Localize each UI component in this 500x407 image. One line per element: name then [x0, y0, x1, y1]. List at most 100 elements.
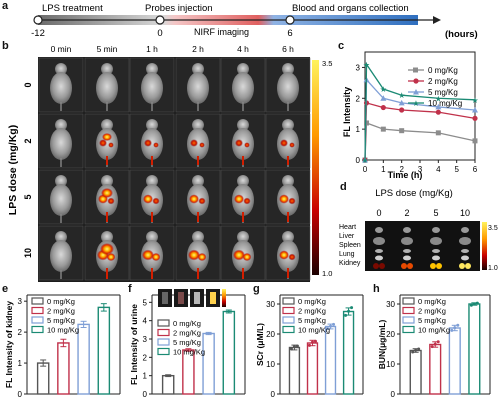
chart-c-point: ★: [398, 91, 405, 100]
chart-c-xtick-label: 4: [436, 165, 441, 174]
bar-data-point: [326, 327, 330, 331]
chart-c-xtick-label: 0: [363, 165, 368, 174]
imaging-panel: 0 min 5 min 1 h 2 h 4 h 6 h 0 2 5 10 LPS…: [7, 44, 332, 282]
bar-data-point: [469, 303, 473, 307]
bar-legend-label: 10 mg/Kg: [173, 348, 205, 357]
kidney-signal: [190, 139, 198, 147]
bar-chart-ytick-label: 1: [18, 359, 23, 368]
organ-spleen: [432, 249, 440, 253]
bar-legend-swatch: [402, 297, 415, 305]
organ-lung: [375, 255, 383, 261]
organs-cbar-max: 3.5: [488, 225, 498, 232]
mouse-head: [146, 119, 158, 131]
organ-name: Spleen: [339, 242, 361, 249]
panel-label-b: b: [2, 40, 9, 52]
timeline-segment-probes: Probes injection: [145, 3, 213, 14]
mouse-body: [50, 240, 72, 272]
imaging-col-label: 6 h: [282, 44, 294, 54]
bar: [202, 332, 215, 395]
organ-lung: [403, 255, 411, 261]
timeline-tick: 0: [157, 28, 162, 39]
kidney-signal: [144, 139, 152, 147]
mouse-head: [101, 63, 113, 75]
chart-c-point: [380, 126, 386, 132]
organ-lung: [432, 255, 440, 261]
bar-chart-ytick-label: 20: [386, 330, 395, 339]
bar-data-point: [433, 342, 437, 346]
bar: [36, 362, 50, 395]
timeline-segment-collection: Blood and organs collection: [292, 3, 409, 14]
mouse-head: [146, 175, 158, 187]
chart-c-point: ★: [380, 85, 387, 94]
kidney-signal: [243, 197, 251, 205]
kidney-signal: [143, 194, 153, 204]
bar: [342, 310, 355, 395]
chart-c-point: [399, 128, 405, 134]
bar-legend-label: 5 mg/Kg: [173, 338, 201, 347]
legend-circle-marker: [413, 78, 419, 84]
kidney-signal: [198, 197, 206, 205]
bar-chart-ytick-label: 0: [143, 390, 148, 399]
mouse-tail: [197, 102, 199, 111]
bar-chart-ylabel: FL Intensity of kidney: [4, 301, 14, 388]
bar-legend-swatch: [402, 325, 415, 334]
organs-colorbar: [482, 222, 487, 270]
bar: [448, 327, 461, 395]
organ-name: Lung: [339, 251, 355, 258]
chart-c-point: [472, 138, 478, 144]
mouse-body: [277, 72, 299, 104]
bar-legend-label: 5 mg/Kg: [47, 316, 75, 325]
legend-star-marker: ★: [412, 99, 419, 108]
organ-kidney: [465, 263, 471, 269]
chart-c-legend: 0 mg/Kg 2 mg/Kg 5 mg/Kg ★ 10 mg/Kg: [408, 66, 462, 108]
organs-col-label: 10: [460, 208, 470, 218]
kidney-signal: [189, 194, 199, 204]
bar: [97, 306, 111, 395]
mouse-body: [187, 128, 209, 160]
organs-cbar-min: 1.0: [488, 265, 498, 272]
mouse-head: [146, 63, 158, 75]
bar-chart-ylabel: SCr (μM/L): [255, 323, 265, 366]
bar: [77, 323, 90, 395]
organs-col-label: 5: [433, 208, 438, 218]
bar-data-point: [472, 302, 476, 306]
bar-legend-swatch: [157, 328, 170, 337]
mouse-body: [50, 184, 72, 216]
mouse-head: [55, 175, 67, 187]
chart-c-point: ★: [363, 60, 370, 69]
bar-chart-ytick-label: 4: [143, 317, 148, 326]
bar: [429, 343, 442, 395]
organ-heart: [375, 227, 383, 233]
bladder-signal: [106, 212, 108, 222]
kidney-signal: [153, 142, 159, 148]
mouse-body: [187, 72, 209, 104]
chart-c-xtick-label: 1: [381, 165, 386, 174]
bar-chart-ytick-label: 30: [266, 300, 275, 309]
kidney-signal: [279, 250, 289, 260]
organ-kidney: [430, 263, 436, 269]
organ-spleen: [375, 249, 383, 253]
timeline-marker: [33, 15, 43, 25]
bar-data-point: [292, 345, 296, 349]
timeline-tick: -12: [31, 28, 45, 39]
chart-c-legend-label: 0 mg/Kg: [428, 66, 458, 75]
organ-heart: [461, 227, 469, 233]
mouse-head: [282, 119, 294, 131]
mouse-body: [232, 72, 254, 104]
bar: [288, 346, 301, 395]
panel-label-c: c: [338, 40, 345, 52]
bar-data-point: [313, 339, 317, 343]
kidney-signal: [233, 249, 245, 261]
bladder-signal: [197, 156, 199, 165]
mouse-head: [192, 63, 204, 75]
organ-liver: [373, 237, 385, 245]
mouse-head: [146, 231, 158, 243]
imaging-col-label: 4 h: [237, 44, 249, 54]
chart-c-ytick-label: 0: [356, 156, 361, 165]
chart-c-xtick-label: 5: [454, 165, 459, 174]
bar-legend-label: 0 mg/Kg: [47, 297, 75, 306]
organ-name: Kidney: [339, 260, 361, 267]
mouse-head: [192, 175, 204, 187]
